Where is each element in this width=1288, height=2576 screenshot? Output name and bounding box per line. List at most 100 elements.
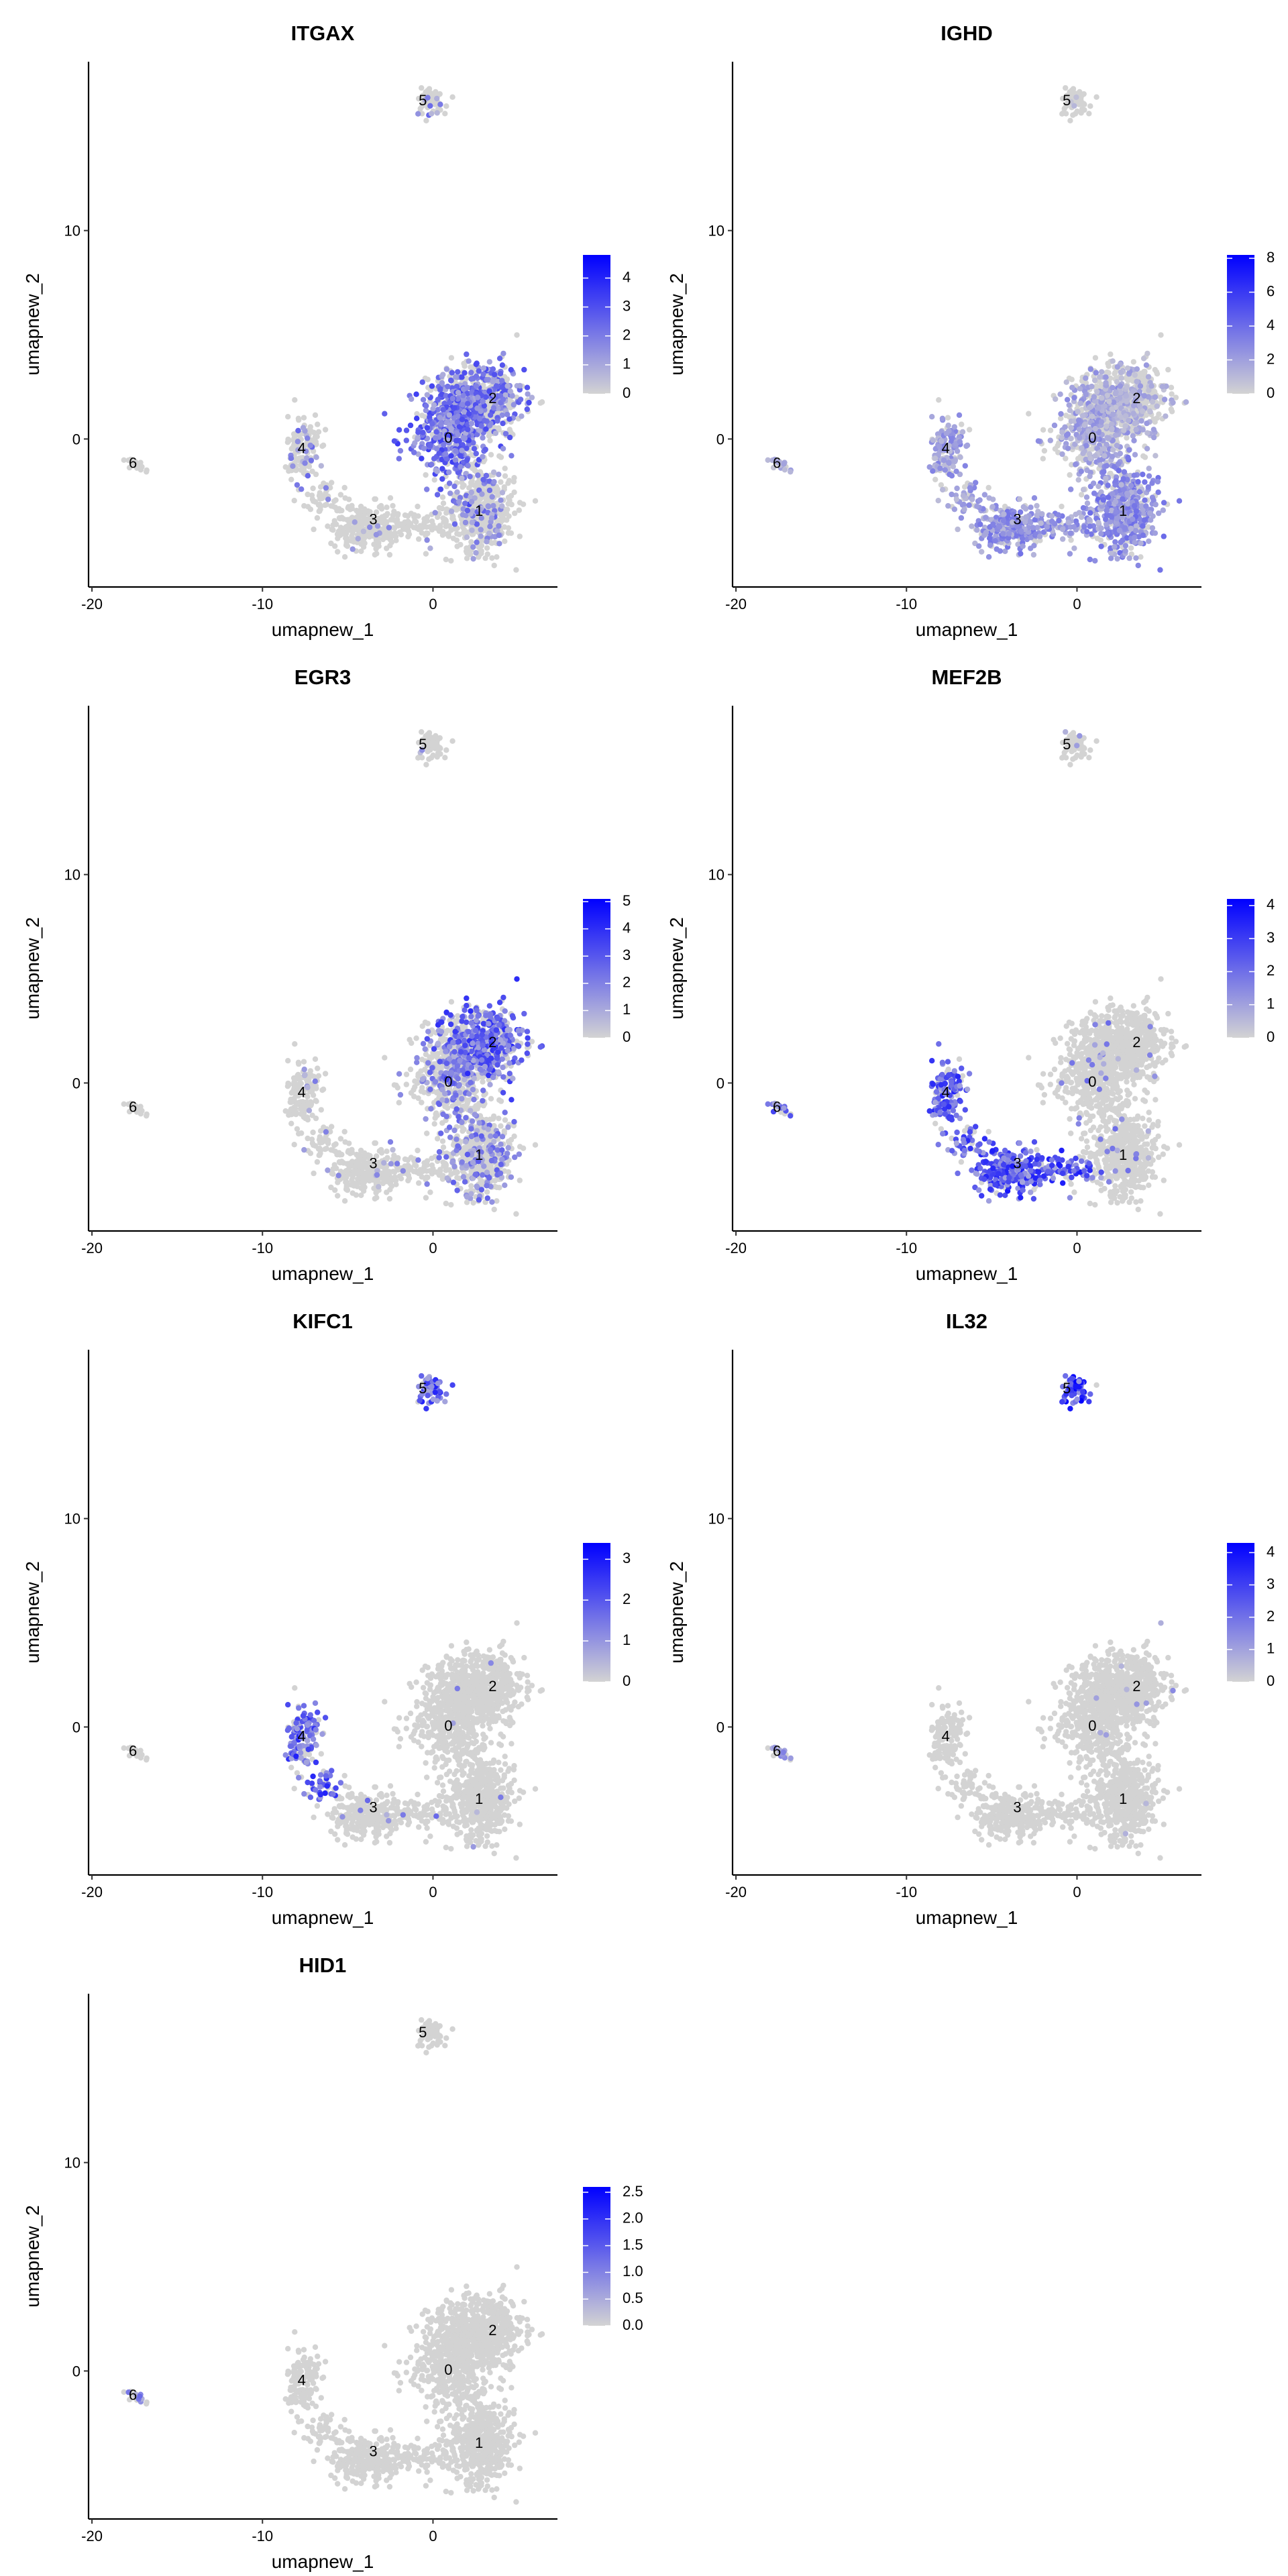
- cell-point: [1122, 548, 1128, 554]
- cell-point: [1132, 539, 1138, 545]
- cell-point: [144, 469, 150, 475]
- cell-point: [1130, 516, 1136, 523]
- cell-point: [409, 1040, 415, 1046]
- cell-point: [482, 555, 488, 561]
- cell-point: [412, 1078, 418, 1084]
- colorbar-label: 0: [1267, 384, 1275, 401]
- cell-point: [309, 468, 315, 474]
- cell-point: [437, 415, 443, 421]
- cell-point: [1133, 427, 1139, 433]
- cell-point: [496, 425, 502, 431]
- cell-point: [1117, 450, 1123, 457]
- cell-point: [1087, 405, 1093, 411]
- cell-point: [499, 503, 505, 509]
- cell-point: [486, 530, 492, 537]
- cell-point: [513, 567, 519, 573]
- cell-point: [1018, 551, 1024, 557]
- cluster-label: 0: [444, 429, 452, 446]
- cell-point: [1106, 363, 1112, 369]
- cell-point: [432, 510, 438, 516]
- cell-point: [1112, 432, 1119, 438]
- cell-point: [500, 445, 506, 451]
- cell-point: [506, 434, 513, 441]
- cell-point: [484, 539, 490, 545]
- cell-point: [499, 362, 506, 368]
- cell-point: [448, 999, 455, 1005]
- cell-point: [537, 400, 543, 406]
- cell-point: [1130, 359, 1136, 365]
- cell-point: [951, 424, 957, 430]
- cell-point: [500, 396, 506, 402]
- cell-point: [480, 365, 487, 371]
- cell-point: [1076, 427, 1083, 433]
- cell-point: [403, 1081, 409, 1087]
- cell-point: [1064, 396, 1071, 402]
- cell-point: [480, 453, 486, 460]
- cell-point: [478, 423, 484, 429]
- cell-point: [1077, 386, 1083, 392]
- cell-point: [1113, 508, 1119, 515]
- cell-point: [317, 503, 324, 510]
- cell-point: [508, 492, 515, 499]
- cell-point: [1076, 435, 1083, 441]
- cell-point: [500, 420, 506, 427]
- cell-point: [514, 332, 520, 338]
- colorbar-label: 2: [1267, 350, 1275, 367]
- cell-point: [1102, 453, 1108, 459]
- cell-point: [1110, 384, 1116, 391]
- y-tick-label: 10: [708, 223, 724, 239]
- cell-point: [424, 486, 430, 492]
- cell-point: [443, 366, 450, 372]
- cell-point: [1112, 539, 1118, 545]
- cell-point: [1059, 111, 1065, 117]
- cell-point: [1121, 469, 1128, 475]
- cell-point: [1144, 350, 1150, 357]
- cell-point: [1040, 455, 1046, 462]
- cell-point: [343, 542, 350, 548]
- cell-point: [500, 350, 506, 357]
- cell-point: [314, 515, 321, 521]
- cell-point: [1146, 538, 1152, 544]
- cell-point: [1131, 502, 1138, 509]
- cell-point: [1087, 451, 1093, 457]
- cell-point: [1124, 365, 1131, 371]
- cell-point: [496, 453, 502, 459]
- cell-point: [374, 551, 380, 557]
- cell-point: [1097, 374, 1103, 380]
- cell-point: [480, 435, 486, 441]
- cell-point: [302, 460, 308, 466]
- cell-point: [473, 383, 480, 389]
- cell-point: [468, 376, 474, 382]
- cell-point: [979, 549, 985, 555]
- cell-point: [1110, 411, 1116, 417]
- cell-point: [945, 502, 951, 509]
- cell-point: [959, 421, 965, 427]
- cell-point: [954, 448, 961, 454]
- cell-point: [1068, 486, 1074, 492]
- cell-point: [1044, 524, 1050, 530]
- cell-point: [1124, 384, 1130, 390]
- cell-point: [1126, 447, 1132, 453]
- cell-point: [1128, 482, 1134, 489]
- cell-point: [1089, 413, 1095, 419]
- cell-point: [407, 422, 414, 429]
- colorbar-label: 3: [623, 297, 631, 314]
- cell-point: [473, 361, 479, 368]
- cluster-label: 2: [1132, 390, 1140, 407]
- cell-point: [468, 370, 474, 376]
- cell-point: [384, 545, 390, 551]
- cell-point: [443, 103, 449, 109]
- cell-point: [1059, 429, 1065, 435]
- cell-point: [335, 549, 341, 555]
- cell-point: [459, 417, 466, 423]
- cell-point: [486, 487, 493, 494]
- colorbar-label: 8: [1267, 249, 1275, 266]
- cell-point: [949, 491, 955, 498]
- cell-point: [981, 532, 987, 538]
- cell-point: [1142, 497, 1148, 503]
- cell-point: [1080, 504, 1087, 511]
- cell-point: [478, 533, 484, 539]
- cell-point: [490, 366, 496, 372]
- cell-point: [1071, 524, 1077, 530]
- cell-point: [977, 497, 983, 503]
